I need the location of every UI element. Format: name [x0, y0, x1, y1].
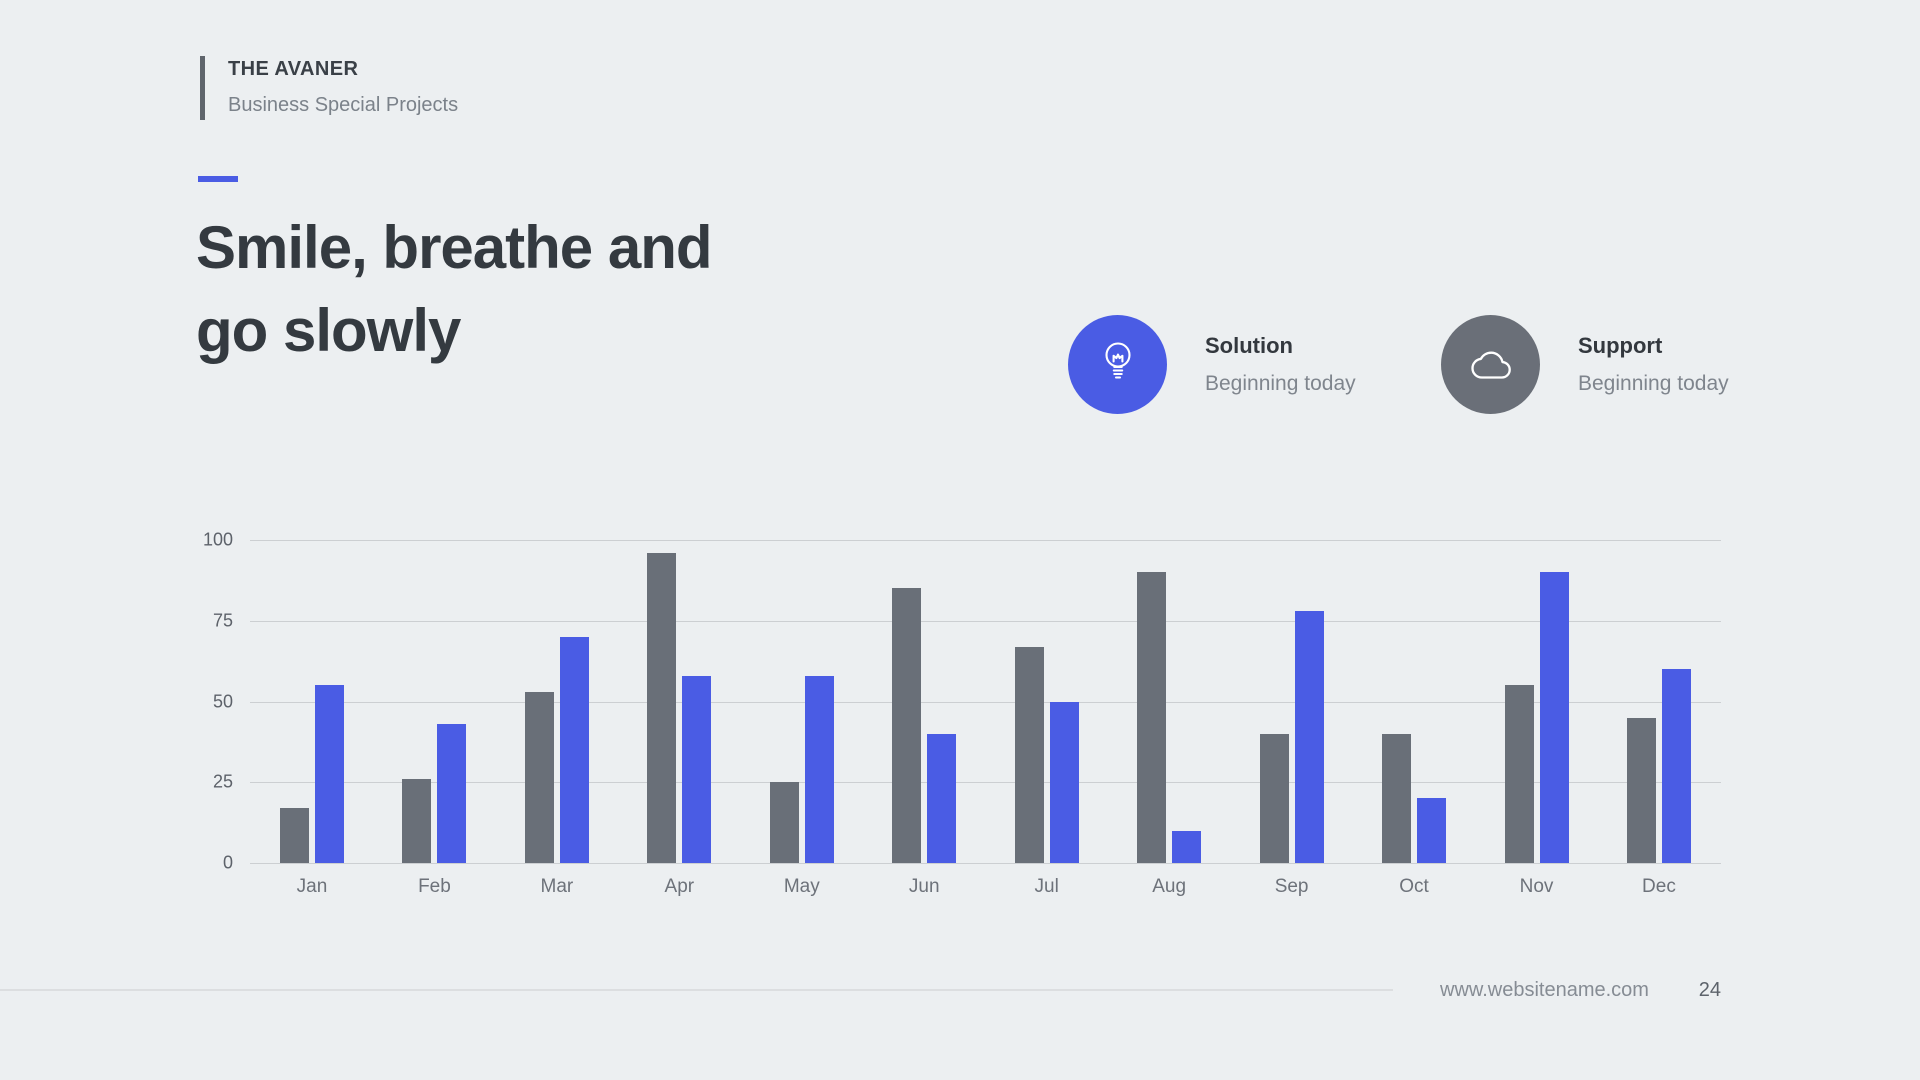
bar-blue-aug	[1172, 830, 1202, 863]
solution-icon-circle	[1068, 315, 1167, 414]
y-axis-tick-0: 0	[222, 852, 233, 873]
gridline-50	[250, 701, 1721, 703]
x-axis-label-jul: Jul	[1034, 876, 1059, 897]
bar-blue-sep	[1294, 611, 1324, 863]
footer-website-link[interactable]: www.websitename.com	[1440, 979, 1649, 1001]
gridline-75	[250, 620, 1721, 622]
bar-gray-dec	[1626, 717, 1656, 863]
brand-accent-bar	[200, 56, 205, 120]
x-axis-label-aug: Aug	[1152, 876, 1187, 897]
bar-blue-feb	[437, 724, 467, 863]
y-axis-tick-25: 25	[212, 771, 233, 792]
y-axis-tick-50: 50	[212, 691, 233, 711]
bar-blue-may	[804, 675, 834, 863]
bar-gray-feb	[402, 779, 432, 863]
feature-text: Support Beginning today	[1578, 333, 1729, 396]
bar-gray-mar	[524, 691, 554, 863]
bar-gray-may	[769, 782, 799, 863]
feature-subtitle: Beginning today	[1205, 372, 1356, 395]
support-icon-circle	[1441, 315, 1540, 414]
x-axis-label-mar: Mar	[540, 876, 574, 897]
bar-gray-aug	[1137, 572, 1167, 863]
feature-text: Solution Beginning today	[1205, 333, 1356, 396]
bar-chart-plot-area: 0 25 50 75 100 Jan Feb Mar Apr May Jun Jul Aug Sep Oct…	[203, 530, 1721, 897]
feature-title: Support	[1578, 333, 1663, 358]
bar-gray-oct	[1382, 733, 1412, 863]
bar-gray-sep	[1259, 733, 1289, 863]
x-axis-label-dec: Dec	[1642, 876, 1676, 897]
brand-header: THE AVANER Business Special Projects	[200, 56, 458, 120]
page-number: 24	[1698, 979, 1721, 1001]
brand-text: THE AVANER Business Special Projects	[228, 56, 458, 120]
brand-name: THE AVANER	[228, 58, 359, 80]
x-axis-label-jan: Jan	[296, 876, 328, 897]
bar-blue-nov	[1539, 572, 1569, 863]
bar-blue-jul	[1049, 701, 1079, 863]
bar-blue-oct	[1417, 798, 1447, 863]
x-axis-label-sep: Sep	[1274, 876, 1309, 897]
bar-blue-jan	[315, 685, 344, 863]
bar-gray-jan	[280, 808, 309, 863]
gridline-0	[250, 863, 1721, 864]
x-axis-label-oct: Oct	[1399, 876, 1429, 897]
x-axis-label-nov: Nov	[1519, 876, 1554, 897]
x-axis-label-apr: Apr	[664, 876, 695, 897]
x-axis-label-feb: Feb	[418, 876, 451, 897]
lightbulb-icon	[1094, 338, 1142, 391]
cloud-icon	[1467, 338, 1515, 391]
bar-blue-apr	[682, 675, 712, 863]
bar-gray-apr	[647, 552, 677, 863]
feature-solution: Solution Beginning today	[1068, 315, 1356, 414]
y-axis-tick-100: 100	[202, 529, 233, 550]
footer-divider	[0, 989, 1393, 991]
bar-gray-jul	[1014, 646, 1044, 863]
title-accent-dash	[198, 176, 238, 182]
bar-gray-jun	[892, 588, 922, 863]
slide-title: Smile, breathe and go slowly	[196, 214, 713, 364]
gridline-100	[250, 540, 1721, 541]
feature-support: Support Beginning today	[1441, 315, 1729, 414]
bar-blue-dec	[1661, 669, 1691, 863]
x-axis-label-jun: Jun	[908, 876, 940, 897]
bar-blue-jun	[927, 733, 957, 863]
bar-blue-mar	[559, 636, 589, 863]
feature-title: Solution	[1205, 333, 1293, 358]
gridline-25	[250, 782, 1721, 784]
y-axis-tick-75: 75	[212, 610, 233, 631]
x-axis-label-may: May	[783, 876, 820, 897]
bar-gray-nov	[1504, 685, 1534, 863]
feature-subtitle: Beginning today	[1578, 372, 1729, 395]
brand-tagline: Business Special Projects	[228, 94, 459, 116]
